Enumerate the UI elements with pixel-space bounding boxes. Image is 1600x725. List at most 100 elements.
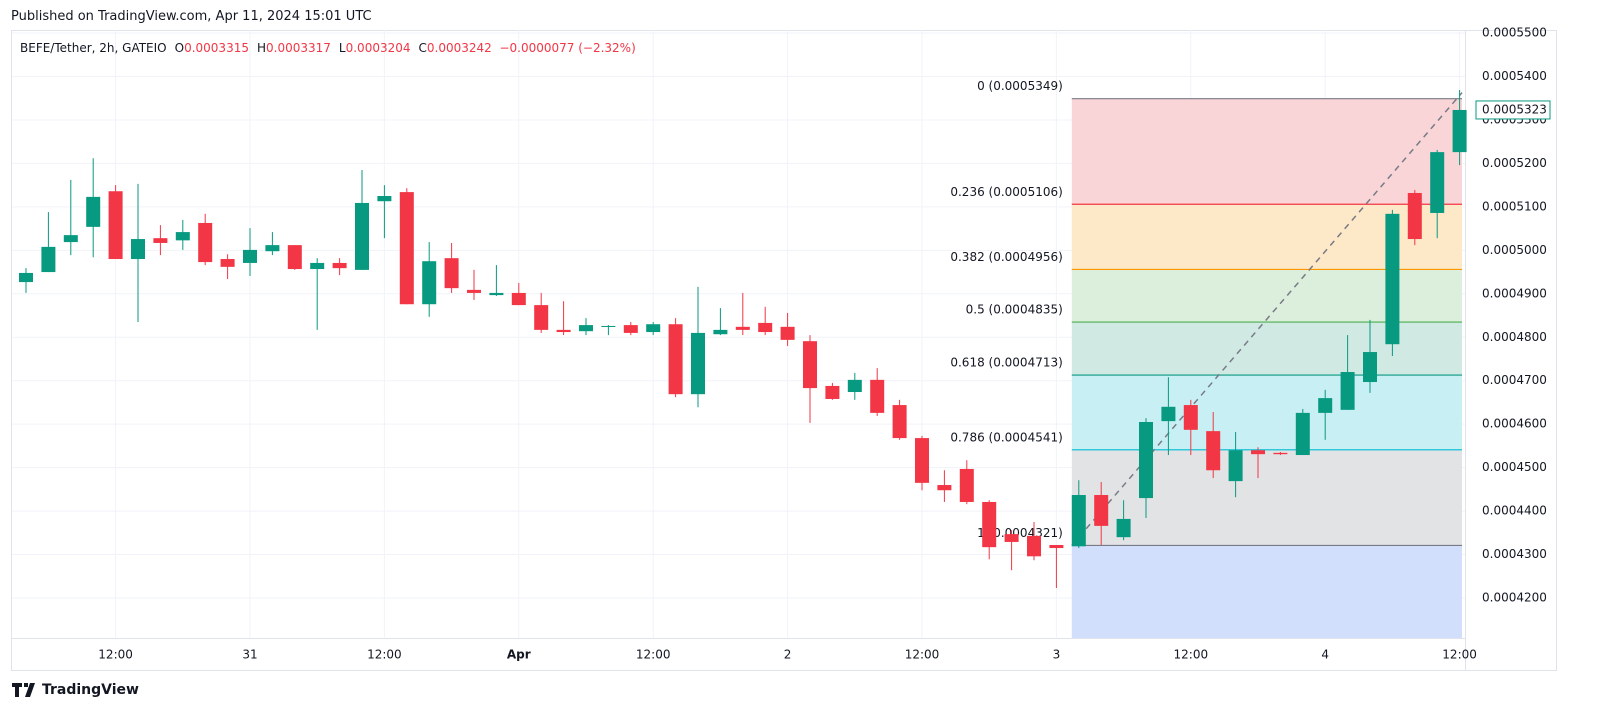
fib-zone: [1071, 322, 1462, 376]
candle-body: [1094, 495, 1109, 526]
candle-body: [1183, 405, 1198, 430]
candle-body: [41, 246, 56, 273]
y-tick-label: 0.0005100: [1482, 199, 1547, 213]
candle-body: [243, 249, 257, 263]
legend-field: C0.0003242: [419, 41, 492, 55]
candle-body: [1206, 431, 1221, 471]
candle-body: [63, 235, 78, 243]
x-tick-label: 4: [1321, 648, 1329, 662]
fib-label: 0.618 (0.0004713): [950, 356, 1062, 370]
candle-body: [108, 191, 123, 260]
y-tick-label: 0.0004200: [1482, 591, 1547, 605]
y-tick-label: 0.0004900: [1482, 286, 1547, 300]
candle-body: [1363, 352, 1377, 383]
candle-body: [467, 289, 481, 293]
candle-body: [646, 324, 661, 333]
candle-body: [982, 501, 997, 548]
x-tick-label: 12:00: [1442, 648, 1477, 662]
y-tick-label: 0.0004500: [1482, 460, 1547, 474]
last-price-box: [1475, 100, 1551, 120]
candle-body: [937, 485, 952, 491]
change: −0.0000077 (−2.32%): [499, 41, 636, 55]
candle-body: [1139, 422, 1153, 499]
candle-body: [1407, 192, 1422, 240]
y-tick-label: 0.0005400: [1482, 69, 1547, 83]
candle-body: [19, 272, 33, 283]
candle-body: [534, 305, 549, 330]
fib-label: 0.5 (0.0004835): [966, 303, 1063, 317]
fib-zone: [1071, 98, 1462, 205]
candle-body: [691, 332, 705, 395]
candle-body: [1385, 213, 1400, 345]
published-note: Published on TradingView.com, Apr 11, 20…: [11, 9, 372, 24]
y-tick-label: 0.0005200: [1482, 156, 1547, 170]
candle-body: [1049, 544, 1064, 549]
field-key: H: [256, 41, 267, 55]
candle-body: [1318, 398, 1333, 413]
candle-body: [1116, 518, 1131, 538]
candle-body: [310, 262, 325, 270]
candle-body: [86, 196, 101, 227]
brand-logo: [12, 683, 35, 697]
x-tick-label: 12:00: [367, 648, 402, 662]
candle-body: [870, 379, 885, 413]
legend: BEFE/Tether, 2h, GATEIO O0.0003315 H0.0003…: [20, 41, 636, 55]
x-tick-label: 12:00: [905, 648, 940, 662]
candle-body: [511, 292, 526, 306]
y-tick-label: 0.0004700: [1482, 373, 1547, 387]
candle-body: [355, 202, 369, 270]
candle-body: [399, 192, 414, 305]
candle-body: [668, 324, 683, 395]
candle-body: [265, 245, 280, 252]
x-tick-label: 12:00: [98, 648, 133, 662]
candle-body: [713, 329, 728, 335]
y-tick-label: 0.0004600: [1482, 417, 1547, 431]
pane-border: [11, 30, 1557, 671]
y-tick-label: 0.0004300: [1482, 547, 1547, 561]
candle-body: [915, 438, 929, 483]
candle-body: [825, 385, 840, 399]
candle-body: [1027, 535, 1041, 557]
candle-body: [1295, 412, 1310, 456]
candle-body: [556, 329, 571, 333]
symbol: BEFE/Tether, 2h, GATEIO: [20, 41, 167, 55]
x-tick-label: 12:00: [636, 648, 671, 662]
x-tick-label: 31: [242, 648, 257, 662]
fib-zone: [1071, 269, 1462, 323]
x-tick-label: 2: [784, 648, 792, 662]
candle-body: [1251, 450, 1265, 455]
candle-body: [1273, 452, 1288, 455]
fib-label: 0.236 (0.0005106): [950, 185, 1062, 199]
candle-body: [803, 341, 817, 389]
field-value: 0.0003242: [426, 41, 492, 55]
last-price-label: 0.0005323: [1482, 102, 1547, 116]
fib-label: 0.382 (0.0004956): [950, 250, 1062, 264]
legend-field: H0.0003317: [257, 41, 331, 55]
y-tick-label: 0.0005000: [1482, 243, 1547, 257]
fib-label: 0.786 (0.0004541): [950, 430, 1062, 444]
candle-body: [735, 326, 750, 330]
field-key: O: [174, 41, 185, 55]
candle-body: [489, 292, 504, 296]
candle-body: [153, 238, 168, 243]
candle-body: [1430, 152, 1445, 213]
candle-body: [847, 379, 862, 393]
candle-body: [1004, 534, 1019, 542]
legend-field: O0.0003315: [175, 41, 249, 55]
fib-zone: [1071, 375, 1462, 450]
candle-body: [1228, 450, 1243, 482]
candle-body: [1161, 406, 1176, 422]
fib-label: 1 (0.0004321): [977, 526, 1063, 540]
candle-body: [220, 259, 235, 267]
field-value: 0.0003315: [184, 41, 249, 55]
field-key: L: [338, 41, 346, 55]
candle-body: [175, 232, 190, 241]
candle-body: [579, 325, 593, 332]
candle-body: [780, 326, 795, 340]
y-tick-label: 0.0005500: [1482, 26, 1547, 40]
field-value: 0.0003204: [345, 41, 411, 55]
fib-label: 0 (0.0005349): [977, 79, 1063, 93]
brand-name: TradingView: [42, 682, 139, 698]
y-tick-label: 0.0004400: [1482, 504, 1547, 518]
candle-body: [1340, 372, 1355, 410]
